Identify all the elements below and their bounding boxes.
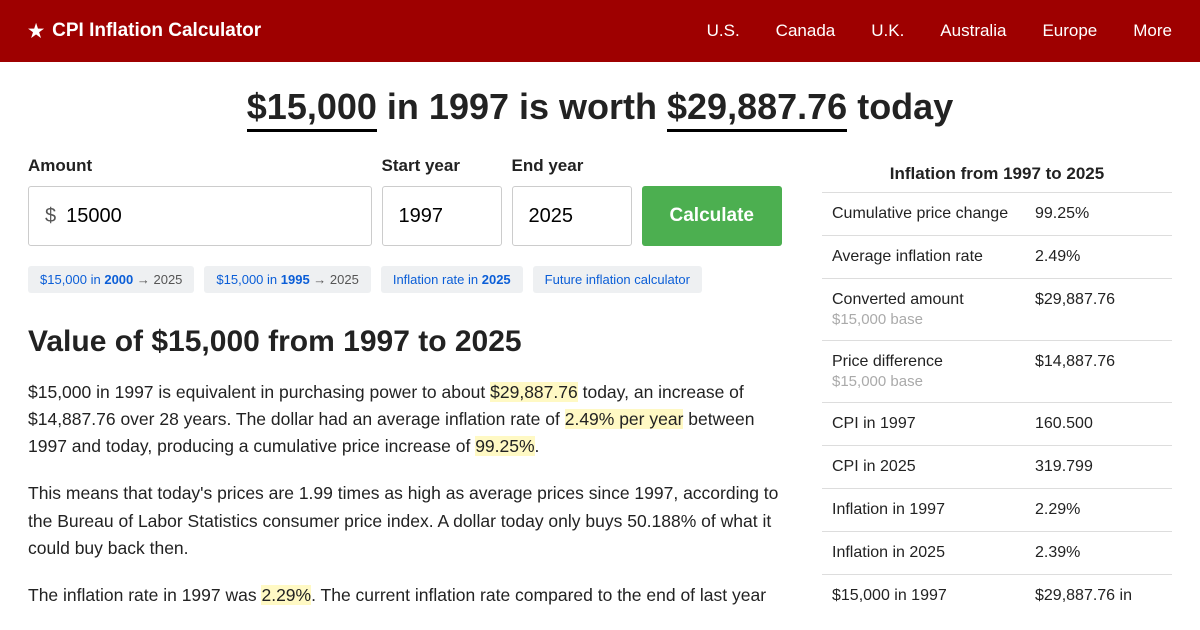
nav-links: U.S. Canada U.K. Australia Europe More (707, 21, 1172, 41)
stats-row: Average inflation rate2.49% (822, 236, 1172, 279)
start-year-input-wrap[interactable] (382, 186, 502, 246)
paragraph-2: This means that today's prices are 1.99 … (28, 480, 782, 561)
headline-result: $29,887.76 (667, 86, 847, 132)
page-headline: $15,000 in 1997 is worth $29,887.76 toda… (0, 86, 1200, 128)
amount-input-wrap[interactable]: $ (28, 186, 372, 246)
stats-row: Price difference$15,000 base$14,887.76 (822, 341, 1172, 403)
nav-link-europe[interactable]: Europe (1042, 21, 1097, 41)
brand-text: CPI Inflation Calculator (52, 20, 261, 42)
dollar-icon: $ (45, 205, 56, 228)
star-icon: ★ (28, 21, 44, 42)
nav-link-us[interactable]: U.S. (707, 21, 740, 41)
stats-row: $15,000 in 1997$29,887.76 in (822, 575, 1172, 618)
main-column: Amount $ Start year End year Calculate (28, 156, 782, 629)
stats-row: Cumulative price change99.25% (822, 193, 1172, 236)
stats-table: Cumulative price change99.25%Average inf… (822, 192, 1172, 617)
stats-row: CPI in 1997160.500 (822, 403, 1172, 446)
nav-link-more[interactable]: More (1133, 21, 1172, 41)
related-chips: $15,000 in 2000 → 2025 $15,000 in 1995 → … (28, 266, 782, 293)
side-column: Inflation from 1997 to 2025 Cumulative p… (822, 156, 1172, 629)
headline-amount: $15,000 (247, 86, 377, 132)
section-title: Value of $15,000 from 1997 to 2025 (28, 325, 782, 359)
start-year-input[interactable] (399, 205, 485, 228)
related-chip[interactable]: $15,000 in 2000 → 2025 (28, 266, 194, 293)
navbar: ★ CPI Inflation Calculator U.S. Canada U… (0, 0, 1200, 62)
amount-input[interactable] (66, 205, 354, 228)
stats-row: CPI in 2025319.799 (822, 446, 1172, 489)
stats-row: Inflation in 20252.39% (822, 532, 1172, 575)
paragraph-1: $15,000 in 1997 is equivalent in purchas… (28, 379, 782, 460)
calculate-button[interactable]: Calculate (642, 186, 782, 246)
start-year-label: Start year (382, 156, 502, 176)
end-year-label: End year (512, 156, 632, 176)
side-title: Inflation from 1997 to 2025 (822, 156, 1172, 192)
related-chip[interactable]: $15,000 in 1995 → 2025 (204, 266, 370, 293)
end-year-input[interactable] (529, 205, 615, 228)
stats-row: Inflation in 19972.29% (822, 489, 1172, 532)
paragraph-3: The inflation rate in 1997 was 2.29%. Th… (28, 582, 782, 609)
calculator-form: Amount $ Start year End year Calculate (28, 156, 782, 246)
amount-label: Amount (28, 156, 372, 176)
stats-row: Converted amount$15,000 base$29,887.76 (822, 279, 1172, 341)
nav-link-canada[interactable]: Canada (776, 21, 836, 41)
nav-link-australia[interactable]: Australia (940, 21, 1006, 41)
related-chip[interactable]: Future inflation calculator (533, 266, 702, 293)
end-year-input-wrap[interactable] (512, 186, 632, 246)
brand[interactable]: ★ CPI Inflation Calculator (28, 20, 261, 42)
related-chip[interactable]: Inflation rate in 2025 (381, 266, 523, 293)
nav-link-uk[interactable]: U.K. (871, 21, 904, 41)
